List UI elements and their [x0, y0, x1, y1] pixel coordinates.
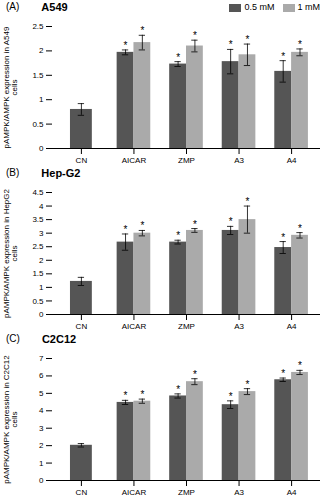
- svg-text:A3: A3: [234, 488, 244, 497]
- svg-text:*: *: [176, 52, 180, 63]
- svg-text:2.5: 2.5: [32, 22, 44, 31]
- svg-text:5: 5: [39, 389, 44, 398]
- svg-text:0: 0: [39, 476, 44, 485]
- svg-text:*: *: [124, 40, 128, 51]
- svg-text:*: *: [229, 39, 233, 50]
- svg-text:*: *: [246, 196, 250, 207]
- svg-text:4: 4: [39, 406, 44, 415]
- svg-text:*: *: [124, 390, 128, 401]
- svg-text:4: 4: [39, 202, 44, 211]
- svg-text:A4: A4: [287, 488, 297, 497]
- svg-text:CN: CN: [76, 322, 88, 331]
- svg-text:*: *: [281, 368, 285, 379]
- svg-text:1: 1: [39, 95, 44, 104]
- svg-text:*: *: [193, 219, 197, 230]
- svg-text:*: *: [229, 216, 233, 227]
- svg-text:*: *: [124, 224, 128, 235]
- svg-text:CN: CN: [76, 488, 88, 497]
- svg-text:pAMPK/AMPK expression in C2C12: pAMPK/AMPK expression in C2C12cells: [2, 355, 19, 484]
- svg-text:pAMPK/AMPK expression in HepG2: pAMPK/AMPK expression in HepG2cells: [2, 188, 19, 317]
- svg-text:3.5: 3.5: [32, 215, 44, 224]
- svg-text:*: *: [298, 39, 302, 50]
- svg-text:*: *: [246, 379, 250, 390]
- svg-text:0.5: 0.5: [32, 297, 44, 306]
- svg-text:*: *: [229, 391, 233, 402]
- svg-text:*: *: [140, 25, 144, 36]
- svg-text:1.5: 1.5: [32, 71, 44, 80]
- html-text:0.5 mM: 0.5 mM: [244, 2, 275, 12]
- svg-text:*: *: [176, 384, 180, 395]
- svg-text:2: 2: [39, 441, 44, 450]
- svg-text:2.5: 2.5: [32, 242, 44, 251]
- svg-text:A4: A4: [287, 322, 297, 331]
- svg-text:2: 2: [39, 256, 44, 265]
- svg-text:0: 0: [39, 310, 44, 319]
- svg-text:*: *: [281, 51, 285, 62]
- svg-text:A4: A4: [287, 156, 297, 165]
- svg-text:CN: CN: [76, 156, 88, 165]
- html-text:Hep-G2: Hep-G2: [41, 167, 81, 179]
- svg-text:3: 3: [39, 424, 44, 433]
- html-text:C2C12: C2C12: [41, 333, 77, 345]
- svg-text:pAMPK/AMPK expression in A549c: pAMPK/AMPK expression in A549cells: [2, 26, 19, 148]
- svg-text:*: *: [281, 232, 285, 243]
- svg-text:0.5: 0.5: [32, 120, 44, 129]
- svg-text:2: 2: [39, 46, 44, 55]
- svg-text:4.5: 4.5: [32, 188, 44, 197]
- svg-text:0: 0: [39, 144, 44, 153]
- svg-text:1: 1: [39, 283, 44, 292]
- svg-text:*: *: [246, 34, 250, 45]
- svg-text:*: *: [140, 220, 144, 231]
- svg-text:*: *: [298, 360, 302, 371]
- svg-text:*: *: [140, 389, 144, 400]
- svg-text:6: 6: [39, 371, 44, 380]
- html-text:(A): (A): [6, 1, 20, 12]
- svg-text:A3: A3: [234, 322, 244, 331]
- svg-text:*: *: [193, 30, 197, 41]
- html-text:(B): (B): [6, 167, 20, 178]
- html-text:A549: A549: [41, 1, 68, 13]
- svg-text:AICAR: AICAR: [122, 156, 147, 165]
- svg-text:*: *: [193, 369, 197, 380]
- svg-text:ZMP: ZMP: [178, 156, 195, 165]
- svg-text:7: 7: [39, 354, 44, 363]
- svg-text:ZMP: ZMP: [178, 322, 195, 331]
- svg-text:1.5: 1.5: [32, 269, 44, 278]
- svg-text:AICAR: AICAR: [122, 488, 147, 497]
- svg-text:1: 1: [39, 459, 44, 468]
- svg-text:*: *: [176, 230, 180, 241]
- svg-text:ZMP: ZMP: [178, 488, 195, 497]
- svg-text:*: *: [298, 223, 302, 234]
- svg-text:AICAR: AICAR: [122, 322, 147, 331]
- html-text:(C): (C): [6, 333, 20, 344]
- svg-text:3: 3: [39, 229, 44, 238]
- html-text:1 mM: 1 mM: [297, 2, 320, 12]
- svg-text:A3: A3: [234, 156, 244, 165]
